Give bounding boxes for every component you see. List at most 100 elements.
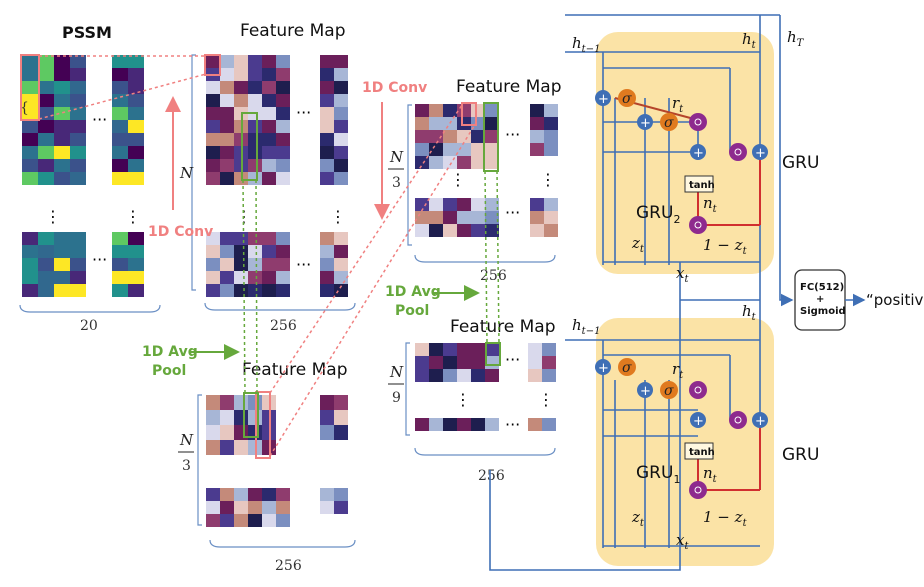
fmap1-cell [220,284,234,297]
pssm-cell [128,245,144,258]
pool1-label-line1: 1D Avg [142,344,198,360]
fmap3-height-brace [407,104,412,246]
fc-line3: Sigmoid [800,306,846,317]
fmap1-cell [262,120,276,133]
fmap1-cell [334,232,348,245]
fmap1-cell [248,284,262,297]
fmap3-cell [429,211,443,224]
fmap3-cell [457,117,471,130]
pssm-cell [38,81,54,94]
hT-to-fc-arrow [779,290,794,307]
gru-bot-x: xt [676,531,689,552]
conv1-label: 1D Conv [148,224,213,240]
pssm-cell [70,284,86,297]
fmap1-cell [262,133,276,146]
gru-top-cell: + σ + σ + + [565,14,781,300]
fmap1-cell [320,120,334,133]
fmap3-title: Feature Map [456,77,562,97]
fmap1-cell [220,159,234,172]
fmap3-cell [457,104,471,117]
pssm-cell [112,159,128,172]
fmap1-cell [276,120,290,133]
gru-top-side-label: GRU [782,153,819,173]
fmap3-cell [471,117,485,130]
fmap2-cell [334,488,348,501]
svg-text:+: + [693,414,704,429]
pssm-cell [128,81,144,94]
fmap3-cell [544,224,558,237]
fmap2-cell [206,488,220,501]
pssm-cell [38,55,54,68]
pssm-cell [112,81,128,94]
fmap1-cell [220,232,234,245]
pssm-cell [128,107,144,120]
fmap4-cell [528,369,542,382]
fmap1-cell [234,284,248,297]
fmap2-cell [276,514,290,527]
pssm-cell [70,232,86,245]
pool1-label-line2: Pool [152,363,186,379]
fmap2-cell [206,501,220,514]
fmap1-cell [320,81,334,94]
fmap4-cell [415,343,429,356]
fmap4-cell [429,418,443,431]
pssm-cell [22,107,38,120]
fmap1-cell [220,245,234,258]
gru-bot-tanh: tanh [689,447,715,458]
fmap4-cell [429,356,443,369]
fmap3-cell [415,104,429,117]
fmap3-vdots-2: ⋮ [540,170,556,189]
pssm-cell [112,120,128,133]
svg-text:+: + [640,116,651,131]
fmap1-dots-2: ··· [296,255,311,274]
fmap1-cell [248,159,262,172]
fmap1-cell [262,68,276,81]
fmap1-cell [320,172,334,185]
fmap1-cell [206,284,220,297]
fmap2-cell [234,395,248,410]
fmap1-cell [248,133,262,146]
fmap1-cell [262,94,276,107]
fmap3-cell [530,198,544,211]
pssm-cell [70,172,86,185]
fmap3-cell [471,156,485,169]
gru-top-hprev: ht−1 [572,34,600,55]
fmap3-cell [485,224,499,237]
fmap4-cell [429,369,443,382]
fmap1-cell [206,120,220,133]
gru-top-r: rt [672,94,684,115]
fmap3-cell [471,130,485,143]
fmap2-cell [234,514,248,527]
fmap1-cell [262,284,276,297]
fmap2-matrix [206,395,348,527]
fmap4-cell [457,343,471,356]
pssm-cell [54,232,70,245]
fmap4-cell [471,343,485,356]
pssm-cell [112,94,128,107]
fmap3-cell [457,211,471,224]
fmap1-cell [206,94,220,107]
fmap4-cell [485,343,499,356]
output-text: “positive? [866,291,924,309]
fmap1-cell [334,120,348,133]
gru-bot-sigma2: σ [664,383,674,399]
fmap1-cell [220,258,234,271]
fmap1-cell [262,271,276,284]
pssm-cell [22,146,38,159]
fmap4-cell [415,418,429,431]
pssm-cell [22,81,38,94]
fmap1-cell [248,68,262,81]
fmap4-dots-1: ··· [505,350,520,369]
fmap1-cell [248,271,262,284]
fmap3-cell [443,224,457,237]
gru-bottom-cell: + σ + σ + + [489,299,774,571]
pssm-cell [22,159,38,172]
fmap2-cell [320,395,334,410]
fmap4-cell [485,369,499,382]
fmap1-cell [262,81,276,94]
fmap2-height-den: 3 [182,458,191,474]
fmap1-height-label: N [179,164,194,182]
fmap3-cell [415,211,429,224]
fmap3-cell [544,143,558,156]
fmap1-cell [220,81,234,94]
